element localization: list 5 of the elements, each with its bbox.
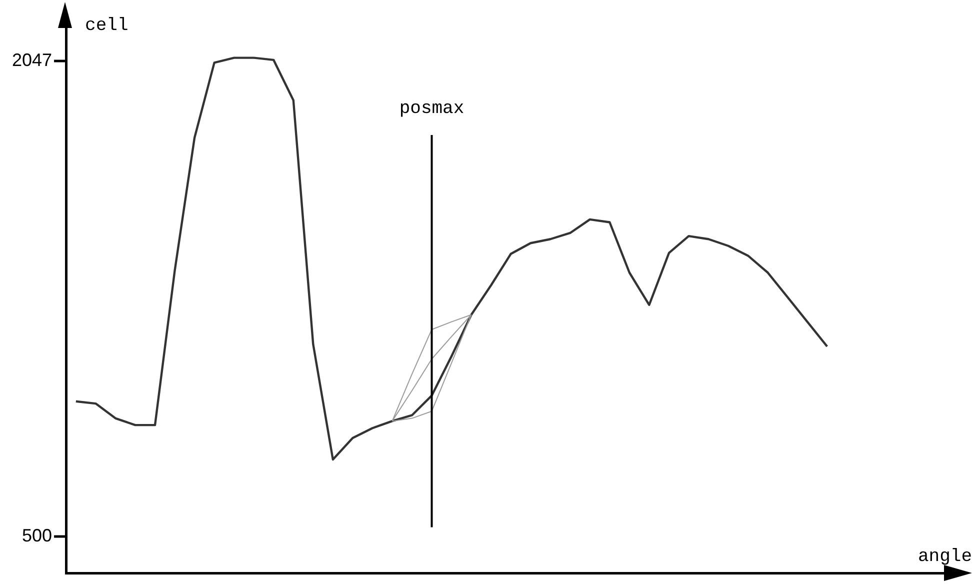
y-tick-label: 2047 — [12, 50, 52, 70]
annotation: posmax — [399, 99, 464, 119]
y-tick-label: 500 — [22, 525, 52, 546]
y-axis-title: cell — [85, 16, 128, 36]
x-axis-title: angle — [918, 547, 972, 568]
